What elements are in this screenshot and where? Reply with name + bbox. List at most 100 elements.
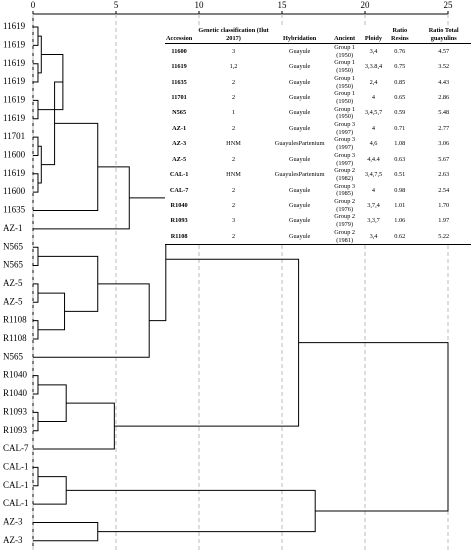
table-cell: 4.57: [438, 47, 450, 55]
table-row: R1108 2 Guayule Group 2 (1981) 3,4 0.62 5.22: [165, 229, 471, 245]
table-cell: 4: [371, 94, 376, 102]
table-row: AZ-3 HNM GuayulesPartenium Group 3 (1997) 4,…: [165, 136, 471, 151]
table-cell: 3,4: [369, 47, 378, 55]
table-cell: Group 1 (1950): [334, 105, 356, 121]
leaf-label: 11619: [3, 76, 26, 86]
table-cell: GuayulesPartenium: [274, 140, 325, 148]
x-tick-label: 25: [444, 0, 454, 10]
leaf-label: N565: [3, 351, 23, 361]
merge-link: [33, 136, 39, 156]
table-cell: 2,4: [369, 78, 378, 86]
column-header: Ploidy: [363, 27, 384, 44]
leaf-label: 11619: [3, 168, 26, 178]
merge-link: [33, 63, 39, 83]
table-cell: R1093: [170, 217, 188, 225]
leaf-label: AZ-3: [3, 517, 23, 527]
table-cell: Group 1 (1950): [334, 74, 356, 90]
merge-link: [37, 384, 67, 423]
table-cell: 2: [231, 124, 236, 132]
x-tick-label: 10: [195, 0, 205, 10]
table-cell: 3: [231, 217, 236, 225]
table-cell: Group 2 (1979): [334, 213, 356, 229]
table-cell: 1.01: [394, 201, 406, 209]
table-cell: 0.85: [394, 78, 406, 86]
table-cell: HNM: [226, 140, 241, 148]
table-cell: 4: [371, 124, 376, 132]
table-row: AZ-1 2 Guayule Group 3 (1997) 4 0.71 2.77: [165, 121, 471, 136]
leaf-label: 11619: [3, 39, 26, 49]
leaf-label: R1093: [3, 425, 28, 435]
table-cell: 0.65: [394, 94, 406, 102]
leaf-label: 11701: [3, 131, 25, 141]
leaf-label: AZ-5: [3, 278, 23, 288]
table-cell: 0.71: [394, 124, 406, 132]
x-tick-label: 5: [114, 0, 119, 10]
x-tick-label: 15: [278, 0, 288, 10]
leaf-label: AZ-1: [3, 223, 23, 233]
table-cell: AZ-5: [172, 155, 187, 163]
table-cell: Guayule: [288, 47, 311, 55]
column-header: Ancient: [325, 27, 364, 44]
merge-link: [298, 342, 449, 512]
table-cell: Group 2 (1981): [334, 228, 356, 244]
table-cell: GuayulesPartenium: [274, 171, 325, 179]
merge-link: [33, 521, 99, 542]
table-cell: 2: [231, 78, 236, 86]
table-cell: 2: [231, 155, 236, 163]
leaf-label: CAL-1: [3, 461, 29, 471]
table-cell: Guayule: [288, 78, 311, 86]
table-cell: 3,3,7: [367, 217, 380, 225]
leaf-label: 11619: [3, 58, 26, 68]
table-cell: 3,4,5,7: [364, 109, 383, 117]
merge-link: [33, 283, 39, 303]
table-cell: 5.22: [438, 232, 450, 240]
leaf-label: N565: [3, 260, 23, 270]
merge-link: [33, 26, 39, 46]
x-tick-label: 20: [361, 0, 371, 10]
table-cell: AZ-1: [172, 124, 187, 132]
table-cell: 1.08: [394, 140, 406, 148]
table-cell: N565: [172, 109, 187, 117]
table-cell: 11600: [171, 47, 187, 55]
table-row: CAL-1 HNM GuayulesPartenium Group 2 (1982) 3…: [165, 167, 471, 182]
merge-link: [33, 466, 39, 487]
merge-link: [33, 402, 115, 450]
table-row: R1040 2 Guayule Group 2 (1976) 3,7,4 1.01 1.70: [165, 198, 471, 213]
x-tick-label: 0: [31, 0, 36, 10]
leaf-label: AZ-3: [3, 535, 23, 545]
table-cell: 2.63: [438, 171, 450, 179]
table-cell: 5.67: [438, 155, 450, 163]
table-cell: Group 1 (1950): [334, 59, 356, 75]
table-cell: 5.48: [438, 109, 450, 117]
column-header: Accession: [165, 27, 194, 44]
table-cell: 0.62: [394, 232, 406, 240]
table-cell: Group 3 (1997): [334, 151, 356, 167]
table-cell: Guayule: [288, 63, 311, 71]
table-cell: 0.63: [394, 155, 406, 163]
table-cell: 0.75: [394, 63, 406, 71]
table-cell: 2: [231, 186, 236, 194]
table-cell: Group 1 (1950): [334, 90, 356, 105]
table-row: CAL-7 2 Guayule Group 3 (1985) 4 0.98 2.54: [165, 183, 471, 198]
table-cell: 4.43: [438, 78, 450, 86]
merge-link: [129, 197, 167, 322]
merge-link: [33, 283, 150, 358]
table-row: 11635 2 Guayule Group 1 (1950) 2,4 0.85 4.43: [165, 75, 471, 90]
table-cell: Guayule: [288, 186, 311, 194]
merge-link: [33, 173, 39, 193]
merge-link: [33, 320, 39, 340]
table-cell: 4,6: [369, 140, 378, 148]
table-row: 11701 2 Guayule Group 1 (1950) 4 0.65 2.86: [165, 90, 471, 105]
table-cell: Group 3 (1997): [334, 121, 356, 136]
table-cell: Guayule: [288, 232, 311, 240]
table-cell: 1,2: [229, 63, 238, 71]
table-cell: 4: [371, 186, 376, 194]
table-row: 11619 1,2 Guayule Group 1 (1950) 3,3.8,4 0.75…: [165, 59, 471, 74]
leaf-label: 11619: [3, 94, 26, 104]
table-row: N565 1 Guayule Group 1 (1950) 3,4,5,7 0.59 5.4…: [165, 106, 471, 121]
leaf-label: CAL-1: [3, 498, 29, 508]
leaf-label: R1108: [3, 315, 27, 325]
column-header: Genetic classification (Ilut 2017): [193, 27, 274, 44]
column-header: Ratio Resins: [383, 27, 417, 44]
table-cell: Guayule: [288, 124, 311, 132]
